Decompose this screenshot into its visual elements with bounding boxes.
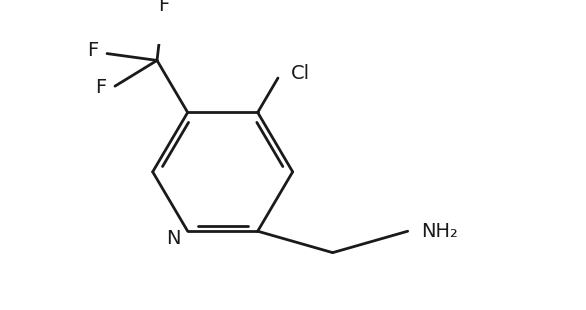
Text: NH₂: NH₂ bbox=[421, 222, 458, 241]
Text: F: F bbox=[96, 78, 107, 97]
Text: F: F bbox=[158, 0, 169, 15]
Text: F: F bbox=[87, 41, 98, 60]
Text: N: N bbox=[166, 228, 181, 248]
Text: Cl: Cl bbox=[291, 64, 309, 83]
